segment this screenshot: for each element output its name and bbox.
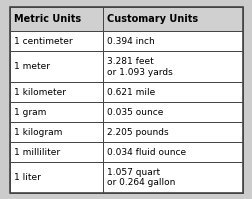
Bar <box>10 7 103 31</box>
Text: 2.205 pounds: 2.205 pounds <box>107 128 168 137</box>
Bar <box>103 82 242 102</box>
Text: 1 gram: 1 gram <box>14 108 46 117</box>
Text: 0.621 mile: 0.621 mile <box>107 88 155 97</box>
Text: 1 kilometer: 1 kilometer <box>14 88 66 97</box>
Text: Customary Units: Customary Units <box>107 14 198 24</box>
Bar <box>10 122 103 142</box>
Bar <box>103 142 242 162</box>
Bar <box>10 102 103 122</box>
Bar <box>103 162 242 193</box>
Text: 1 kilogram: 1 kilogram <box>14 128 62 137</box>
Bar <box>103 102 242 122</box>
Bar <box>10 142 103 162</box>
Bar <box>10 82 103 102</box>
Bar <box>103 31 242 51</box>
Text: 0.035 ounce: 0.035 ounce <box>107 108 163 117</box>
Bar <box>103 122 242 142</box>
Text: Metric Units: Metric Units <box>14 14 81 24</box>
Bar <box>10 162 103 193</box>
Bar <box>10 31 103 51</box>
Text: 1 milliliter: 1 milliliter <box>14 147 60 157</box>
Bar <box>10 51 103 82</box>
Text: 0.394 inch: 0.394 inch <box>107 37 154 46</box>
Text: 3.281 feet
or 1.093 yards: 3.281 feet or 1.093 yards <box>107 57 172 77</box>
Text: 1 centimeter: 1 centimeter <box>14 37 72 46</box>
Text: 0.034 fluid ounce: 0.034 fluid ounce <box>107 147 185 157</box>
Text: 1.057 quart
or 0.264 gallon: 1.057 quart or 0.264 gallon <box>107 168 175 187</box>
Text: 1 liter: 1 liter <box>14 173 41 182</box>
Bar <box>103 7 242 31</box>
Bar <box>103 51 242 82</box>
Text: 1 meter: 1 meter <box>14 62 50 71</box>
